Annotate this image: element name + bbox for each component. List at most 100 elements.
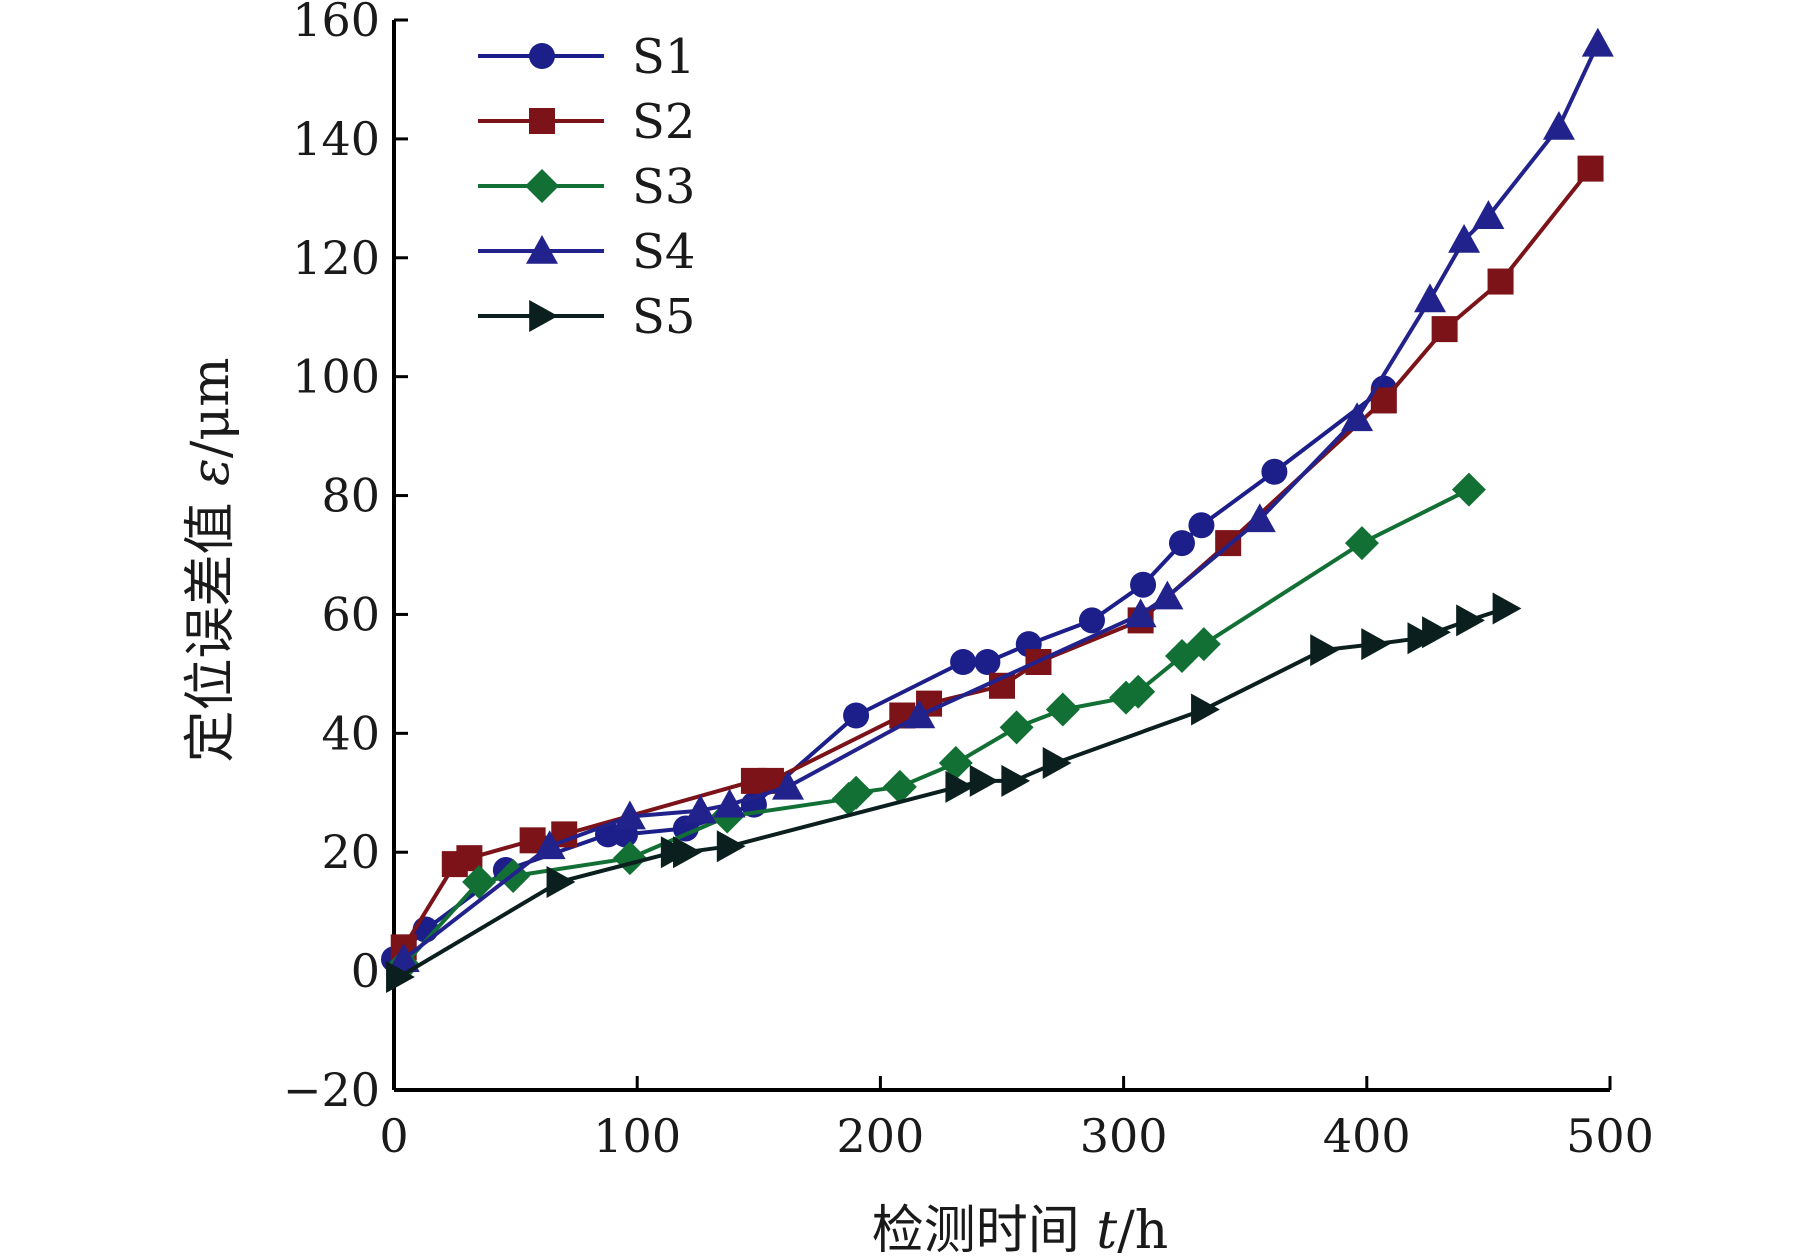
data-point-S1 — [1261, 458, 1288, 485]
data-point-S2 — [1431, 316, 1458, 343]
data-point-S4 — [1243, 503, 1276, 533]
y-tick-label: −20 — [283, 1063, 380, 1117]
data-point-S5 — [1001, 764, 1031, 797]
data-point-S5 — [673, 836, 702, 869]
data-point-S5 — [1191, 693, 1220, 726]
series-S3 — [386, 472, 1486, 983]
data-point-S4 — [1124, 598, 1157, 628]
y-axis-title: 定位误差值 ε/μm — [181, 357, 241, 762]
y-tick-label: 0 — [351, 944, 380, 998]
series-S5 — [386, 592, 1522, 994]
series-S4 — [387, 27, 1614, 973]
data-point-S4 — [684, 794, 717, 824]
x-axis-title: 检测时间 t/h — [872, 1201, 1168, 1260]
y-tick-label: 140 — [292, 112, 380, 166]
data-point-S4 — [1581, 27, 1614, 57]
series-layer — [381, 27, 1614, 994]
data-point-S3 — [1186, 627, 1221, 662]
data-point-S5 — [1422, 616, 1451, 649]
legend-item-S2: S2 — [478, 94, 695, 150]
data-point-S4 — [713, 788, 746, 818]
y-tick-label: 120 — [292, 231, 380, 285]
data-point-S4 — [1472, 200, 1505, 229]
legend-label: S3 — [632, 159, 695, 215]
data-point-S5 — [1310, 634, 1340, 667]
y-tick-label: 80 — [321, 469, 380, 523]
legend-swatch-marker — [526, 235, 558, 264]
data-point-S5 — [945, 770, 975, 803]
y-tick-label: 60 — [321, 587, 380, 641]
data-point-S3 — [882, 769, 917, 804]
legend-label: S2 — [632, 94, 695, 150]
legend-label: S4 — [632, 224, 695, 280]
data-point-S4 — [533, 830, 566, 860]
data-point-S4 — [1448, 223, 1481, 253]
x-tick-label: 200 — [836, 1109, 924, 1163]
legend-swatch-marker — [529, 300, 558, 332]
data-point-S5 — [969, 764, 999, 797]
x-tick-label: 400 — [1323, 1109, 1411, 1163]
data-point-S5 — [716, 830, 746, 863]
data-point-S4 — [1414, 283, 1447, 313]
legend-item-S5: S5 — [478, 289, 695, 345]
data-point-S3 — [1344, 526, 1379, 561]
x-tick-label: 300 — [1080, 1109, 1168, 1163]
legend-swatch-marker — [525, 169, 559, 203]
data-point-S3 — [999, 710, 1034, 745]
data-point-S3 — [1045, 692, 1080, 727]
legend-label: S5 — [632, 289, 695, 345]
data-point-S5 — [1042, 747, 1072, 780]
x-axis-title-prefix: 检测时间 — [872, 1201, 1097, 1260]
data-point-S1 — [1130, 571, 1157, 598]
data-point-S1 — [1188, 512, 1215, 539]
data-point-S1 — [950, 649, 977, 675]
data-point-S5 — [386, 961, 415, 994]
x-axis-title-suffix: /h — [1117, 1201, 1168, 1260]
data-point-S1 — [974, 649, 1001, 675]
x-axis-title-var: t — [1096, 1201, 1117, 1260]
x-tick-label: 500 — [1566, 1109, 1654, 1163]
y-tick-label: 20 — [321, 825, 380, 879]
y-axis-title-suffix: /μm — [181, 357, 241, 458]
y-tick-label: 40 — [321, 706, 380, 760]
axis-titles: 检测时间 t/h 定位误差值 ε/μm — [181, 357, 1168, 1260]
data-point-S2 — [1577, 155, 1604, 182]
y-axis-title-prefix: 定位误差值 — [181, 486, 241, 763]
data-point-S3 — [612, 841, 647, 876]
series-line-S3 — [402, 487, 1470, 967]
x-tick-label: 0 — [379, 1109, 408, 1163]
series-S1 — [381, 375, 1397, 973]
data-point-S5 — [1456, 604, 1485, 637]
y-axis-title-var: ε — [181, 458, 241, 486]
legend-label: S1 — [632, 29, 695, 85]
y-tick-label: 160 — [292, 0, 380, 47]
data-point-S4 — [1151, 580, 1184, 610]
legend-item-S4: S4 — [478, 224, 695, 280]
legend-swatch-marker — [529, 43, 555, 69]
legend-item-S1: S1 — [478, 29, 695, 85]
legend-item-S3: S3 — [478, 159, 695, 215]
data-point-S3 — [1451, 472, 1486, 507]
data-point-S5 — [1407, 622, 1437, 655]
data-point-S2 — [1487, 268, 1514, 295]
data-point-S4 — [1341, 402, 1374, 432]
data-point-S1 — [1078, 607, 1105, 634]
series-line-S2 — [401, 167, 1593, 949]
data-point-S3 — [839, 775, 874, 810]
data-point-S4 — [903, 699, 936, 729]
y-tick-label: 100 — [292, 350, 380, 404]
data-point-S3 — [462, 864, 497, 899]
data-point-S3 — [1121, 674, 1156, 709]
legend-swatch-marker — [529, 108, 555, 134]
data-point-S4 — [771, 770, 804, 800]
data-point-S1 — [1168, 530, 1195, 557]
data-point-S3 — [938, 746, 973, 781]
series-line-S1 — [392, 387, 1386, 961]
data-point-S1 — [843, 702, 870, 729]
data-point-S4 — [387, 943, 420, 973]
data-point-S5 — [1492, 592, 1522, 625]
data-point-S5 — [1361, 628, 1391, 661]
legend: S1 S2 S3 S4 S5 — [478, 29, 695, 345]
